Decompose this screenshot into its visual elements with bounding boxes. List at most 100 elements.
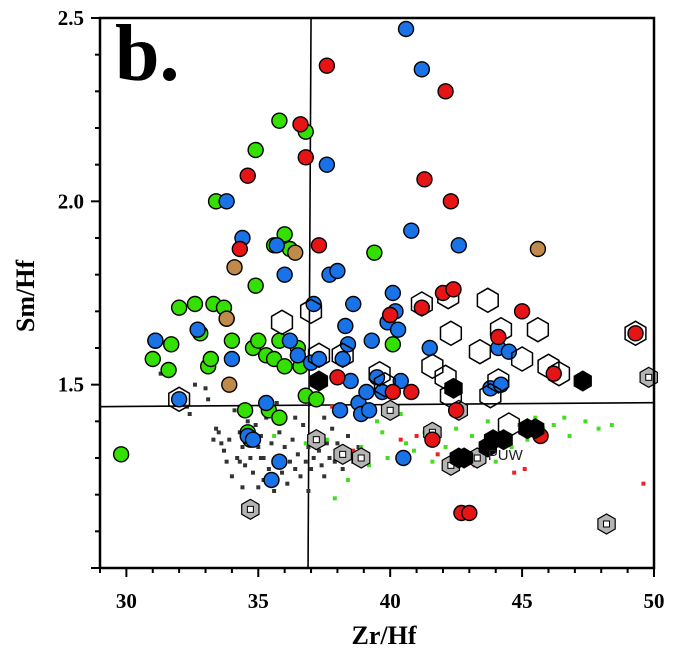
y-tick-label: 2.0	[58, 189, 84, 213]
open-hexagon-point	[479, 382, 502, 409]
blue-circle-point	[318, 156, 336, 173]
green-circle-point	[223, 332, 241, 349]
blue-circle-point	[384, 284, 402, 302]
small-marker-point	[509, 445, 514, 449]
small-marker-point	[203, 386, 208, 391]
small-marker-point	[345, 434, 350, 438]
y-axis-title: Sm/Hf	[11, 260, 40, 333]
small-marker-point	[485, 419, 490, 424]
red-circle-point	[329, 369, 346, 386]
small-marker-point	[567, 434, 572, 438]
small-marker-point	[243, 463, 248, 468]
small-marker-point	[398, 412, 403, 416]
small-marker-point	[272, 434, 277, 438]
red-circle-point	[231, 240, 249, 258]
small-marker-point	[224, 459, 229, 464]
green-circle-point	[366, 244, 383, 261]
small-marker-point	[533, 415, 538, 420]
green-circle-point	[271, 409, 288, 426]
open-hexagon-point	[307, 342, 331, 369]
green-circle-point	[144, 350, 161, 368]
sm-hf-reference-line	[99, 401, 655, 408]
small-marker-point	[258, 434, 263, 438]
small-marker-point	[309, 467, 314, 471]
black-hexagon-point	[454, 447, 474, 469]
green-circle-point	[247, 277, 264, 294]
open-hexagon-point	[624, 320, 647, 347]
small-marker-point	[398, 437, 403, 442]
red-circle-point	[381, 306, 399, 324]
blue-circle-point	[421, 339, 438, 357]
small-marker-point	[316, 448, 321, 453]
small-marker-point	[332, 459, 337, 464]
open-hexagon-point	[421, 353, 444, 380]
small-marker-point	[340, 467, 345, 471]
black-hexagon-point	[444, 377, 463, 399]
green-circle-point	[163, 336, 180, 353]
small-marker-point	[219, 441, 224, 446]
green-circle-point	[384, 336, 402, 353]
x-tick-label: 30	[116, 589, 137, 613]
small-marker-point	[229, 474, 234, 479]
blue-circle-point	[271, 453, 288, 470]
blue-circle-point	[389, 321, 407, 338]
small-marker-point	[351, 448, 356, 453]
blue-circle-point	[223, 350, 241, 368]
small-marker-point	[522, 467, 527, 471]
small-marker-point	[280, 470, 285, 475]
small-marker-point	[493, 459, 498, 464]
inner-square-icon	[339, 450, 347, 458]
blue-circle-point	[263, 471, 280, 489]
small-marker-point	[356, 445, 361, 449]
small-marker-point	[192, 382, 197, 387]
small-marker-point	[285, 481, 290, 486]
axis-ticks: 30 35 40 45 50 1.5 2.0 2.5	[58, 6, 665, 613]
gray-hexagon-point	[351, 447, 371, 469]
small-marker-point	[345, 478, 350, 482]
red-circle-point	[445, 281, 462, 298]
small-marker-point	[290, 437, 295, 442]
small-marker-point	[414, 434, 419, 438]
open-hexagon-point	[168, 386, 191, 413]
small-marker-point	[469, 434, 474, 438]
plot-border	[98, 16, 656, 570]
small-marker-point	[214, 426, 219, 431]
small-marker-point	[551, 423, 556, 427]
small-marker-point	[454, 426, 459, 431]
small-marker-point	[235, 456, 240, 460]
red-circle-point	[318, 57, 336, 74]
black-hexagon-point	[494, 429, 513, 451]
small-marker-point	[512, 470, 517, 475]
reference-lines	[99, 17, 655, 569]
open-hexagon-point	[476, 287, 499, 314]
open-hexagon-point	[373, 371, 397, 398]
small-marker-point	[324, 441, 329, 446]
tan-circle-point	[226, 259, 243, 276]
small-marker-point	[404, 441, 409, 446]
red-circle-point	[292, 116, 309, 133]
y-tick-label: 1.5	[58, 373, 84, 397]
blue-circle-point	[395, 449, 412, 467]
inner-square-icon	[603, 520, 611, 528]
green-circle-point	[247, 141, 264, 159]
small-marker-point	[282, 445, 287, 449]
green-circle-point	[308, 391, 325, 408]
small-marker-point	[335, 441, 340, 446]
open-hexagon-point	[468, 338, 492, 365]
red-circle-point	[413, 299, 431, 316]
small-marker-point	[319, 463, 324, 468]
gray-hexagon-point	[380, 399, 400, 421]
tan-circle-point	[287, 244, 304, 261]
blue-circle-point	[331, 402, 349, 419]
inner-square-icon	[312, 436, 320, 444]
tan-circle-point	[218, 310, 235, 327]
blue-circle-point	[170, 391, 188, 408]
small-marker-point	[322, 474, 327, 479]
gray-hexagon-point	[597, 513, 616, 535]
plot-frame	[98, 16, 656, 570]
x-tick-label: 45	[512, 589, 533, 613]
x-tick-label: 50	[644, 589, 665, 613]
small-marker-point	[216, 430, 221, 435]
small-marker-point	[525, 437, 530, 442]
open-hexagon-point	[526, 316, 550, 343]
